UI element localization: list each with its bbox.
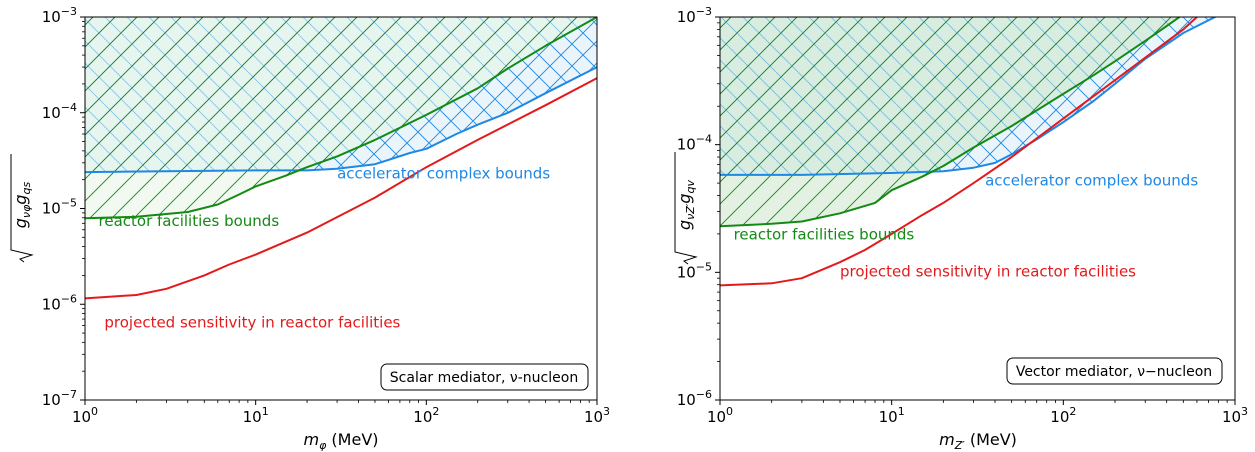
reactor-facilities-bounds-label: reactor facilities bounds xyxy=(99,212,280,230)
y-tick-label: 10−4 xyxy=(42,101,77,122)
region-fills xyxy=(720,17,1215,227)
annotation-text: Vector mediator, ν−nucleon xyxy=(1016,364,1212,380)
x-tick-label: 102 xyxy=(413,405,439,426)
annotation-box: Scalar mediator, ν-nucleon xyxy=(380,363,589,391)
y-tick-label: 10−6 xyxy=(42,292,77,313)
y-axis-label: gνφgqs xyxy=(10,154,34,263)
y-tick-label: 10−3 xyxy=(42,5,77,26)
x-tick-label: 102 xyxy=(1050,405,1076,426)
x-axis-label: mZ′ (MeV) xyxy=(939,430,1017,452)
x-tick-label: 101 xyxy=(879,405,905,426)
chart-scalar-mediator: 100 101 102 103 10−7 10−6 10−5 10−4 10−3 accele… xyxy=(10,5,610,452)
chart-vector-mediator: 100 101 102 103 10−6 10−5 10−4 10−3 accelerato… xyxy=(674,5,1248,452)
y-tick-label: 10−3 xyxy=(677,5,712,26)
y-ticks: 10−6 10−5 10−4 10−3 xyxy=(677,5,720,409)
y-ticks: 10−7 10−6 10−5 10−4 10−3 xyxy=(42,5,85,409)
x-ticks: 100 101 102 103 xyxy=(707,400,1248,426)
x-tick-label: 100 xyxy=(72,405,98,426)
x-ticks: 100 101 102 103 xyxy=(72,400,610,426)
plot-frame xyxy=(719,16,1236,401)
projected-sensitivity-in-reactor-facilities-line xyxy=(720,17,1198,287)
reactor-facilities-bounds-hatch xyxy=(85,17,597,219)
x-axis-label: mφ (MeV) xyxy=(303,430,378,452)
x-tick-label: 100 xyxy=(707,405,733,426)
series-labels: accelerator complex bounds reactor facili… xyxy=(734,171,1199,280)
plot-area xyxy=(720,17,1218,287)
projected-sensitivity-in-reactor-facilities-label: projected sensitivity in reactor facilit… xyxy=(840,262,1136,280)
reactor-facilities-bounds-line xyxy=(85,17,597,220)
y-tick-label: 10−6 xyxy=(677,388,712,409)
annotation-box: Vector mediator, ν−nucleon xyxy=(1006,357,1223,385)
x-tick-label: 101 xyxy=(243,405,269,426)
accelerator-complex-bounds-label: accelerator complex bounds xyxy=(337,165,550,183)
reactor-facilities-bounds-label: reactor facilities bounds xyxy=(734,226,915,244)
x-tick-label: 103 xyxy=(1222,405,1248,426)
accelerator-complex-bounds-label: accelerator complex bounds xyxy=(985,171,1198,189)
y-tick-label: 10−5 xyxy=(677,260,712,281)
projected-sensitivity-in-reactor-facilities-line xyxy=(85,77,597,300)
y-axis-label: gνZ′gqv xyxy=(674,152,698,265)
plot-area xyxy=(85,17,597,300)
reactor-facilities-bounds-line xyxy=(720,17,1182,228)
y-tick-label: 10−4 xyxy=(677,133,712,154)
x-tick-label: 103 xyxy=(584,405,610,426)
y-tick-label: 10−7 xyxy=(42,388,77,409)
svg-text:gνZ′gqv: gνZ′gqv xyxy=(675,180,697,230)
svg-text:gνφgqs: gνφgqs xyxy=(11,182,33,229)
region-fills xyxy=(85,17,597,219)
y-tick-label: 10−5 xyxy=(42,197,77,218)
annotation-text: Scalar mediator, ν-nucleon xyxy=(390,370,578,386)
projected-sensitivity-in-reactor-facilities-label: projected sensitivity in reactor facilit… xyxy=(104,314,400,332)
series-lines xyxy=(85,17,597,300)
series-labels: accelerator complex bounds reactor facili… xyxy=(99,165,551,332)
series-lines xyxy=(720,17,1218,287)
